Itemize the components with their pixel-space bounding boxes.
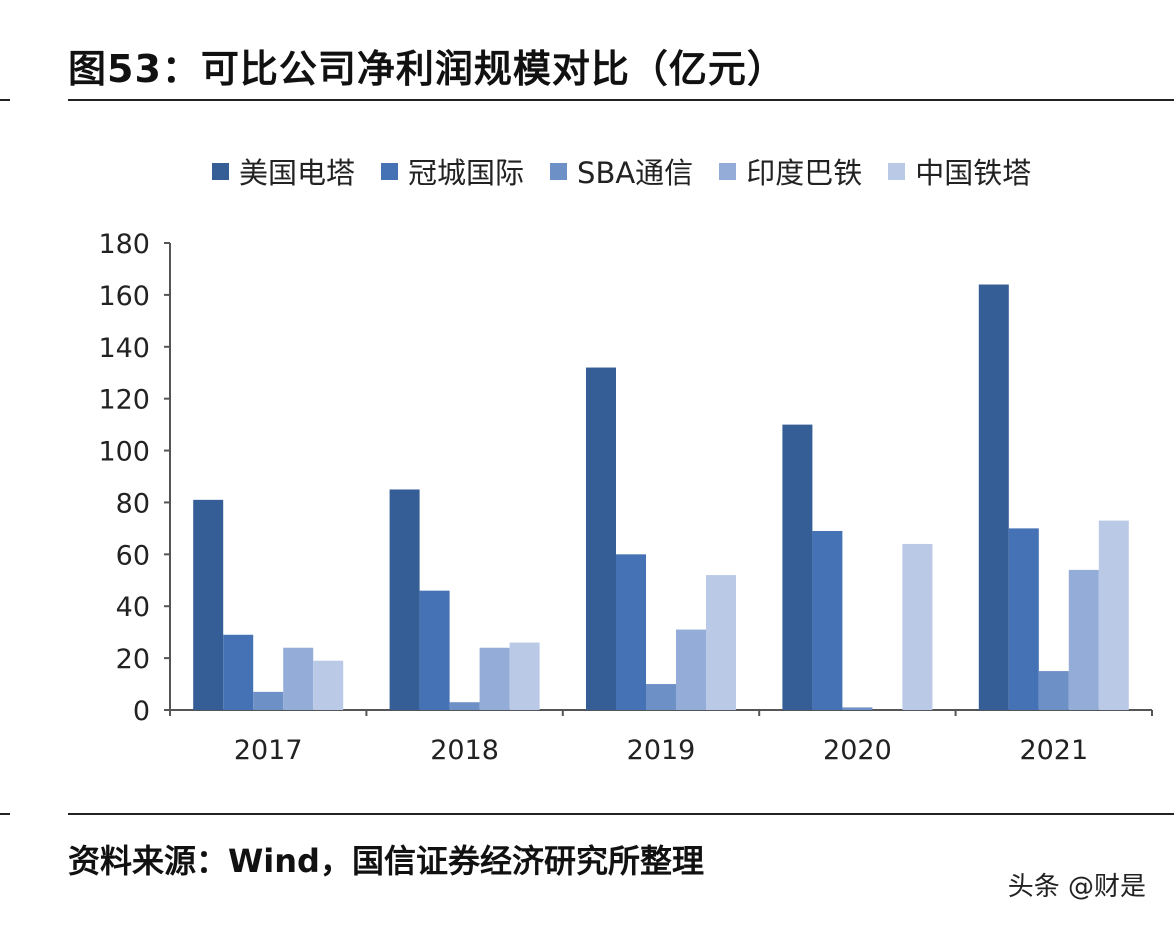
y-tick-label: 100 [98,437,150,468]
bar-2019-美国电塔 [586,367,616,710]
y-tick-label: 60 [116,540,150,571]
bar-2019-冠城国际 [616,554,646,710]
legend-swatch [550,162,568,180]
bar-2019-印度巴铁 [676,629,706,710]
bar-2021-印度巴铁 [1068,569,1099,710]
bar-2018-中国铁塔 [509,642,540,710]
bar-2018-美国电塔 [389,489,420,710]
legend-item: 冠城国际 [381,150,524,192]
legend-item: 美国电塔 [212,150,355,192]
bar-2017-中国铁塔 [313,660,344,710]
bottom-rule-stub [0,813,10,815]
bar-2020-中国铁塔 [902,543,933,710]
bar-2020-美国电塔 [782,424,813,710]
legend-item: 中国铁塔 [888,150,1031,192]
source-note: 资料来源：Wind，国信证券经济研究所整理 [68,842,704,880]
legend-label: 中国铁塔 [915,156,1032,190]
legend: 美国电塔 冠城国际 SBA通信 印度巴铁 中国铁塔 [212,150,1057,192]
bar-2018-印度巴铁 [479,647,510,710]
legend-swatch [381,162,399,180]
bar-2019-中国铁塔 [706,575,736,710]
bar-2021-SBA通信 [1038,671,1069,710]
x-tick-label: 2021 [1019,735,1088,766]
legend-item: 印度巴铁 [719,150,862,192]
y-tick-label: 0 [133,696,150,727]
bars [193,284,1129,710]
bottom-rule [68,813,1174,815]
bar-2017-印度巴铁 [283,647,314,710]
bar-2017-SBA通信 [253,691,284,710]
legend-swatch [719,162,737,180]
bar-2020-SBA通信 [842,707,873,710]
bar-2017-美国电塔 [193,499,224,710]
legend-swatch [212,162,229,180]
legend-label: 美国电塔 [239,156,356,190]
bar-2021-美国电塔 [978,284,1009,710]
x-tick-label: 2017 [234,735,303,766]
y-axis: 0 20 40 60 80 100 120 140 160 180 [98,229,171,727]
x-tick-label: 2019 [627,735,696,766]
watermark: 头条 @财是 [1007,872,1146,902]
y-tick-label: 80 [116,488,150,519]
legend-label: SBA通信 [577,156,694,190]
bar-2019-SBA通信 [646,684,676,710]
y-tick-label: 20 [116,644,150,675]
bar-2018-SBA通信 [449,702,480,710]
x-axis: 2017 2018 2019 2020 2021 [169,709,1153,766]
y-tick-label: 40 [116,592,150,623]
legend-label: 冠城国际 [408,156,525,190]
figure-title: 图53：可比公司净利润规模对比（亿元） [68,47,786,91]
x-tick-label: 2020 [823,735,892,766]
legend-item: SBA通信 [550,150,693,192]
y-tick-label: 120 [98,385,150,416]
x-tick-label: 2018 [430,735,499,766]
bar-2021-冠城国际 [1008,528,1039,710]
bar-2017-冠城国际 [223,634,254,710]
top-rule [68,99,1174,101]
y-tick-label: 180 [98,229,150,260]
bar-2018-冠城国际 [419,590,450,710]
bar-2020-冠城国际 [812,530,843,710]
legend-swatch [888,162,906,180]
top-rule-stub [0,99,10,101]
y-tick-label: 160 [98,281,150,312]
legend-label: 印度巴铁 [746,156,863,190]
y-tick-label: 140 [98,333,150,364]
bar-2021-中国铁塔 [1098,520,1129,710]
